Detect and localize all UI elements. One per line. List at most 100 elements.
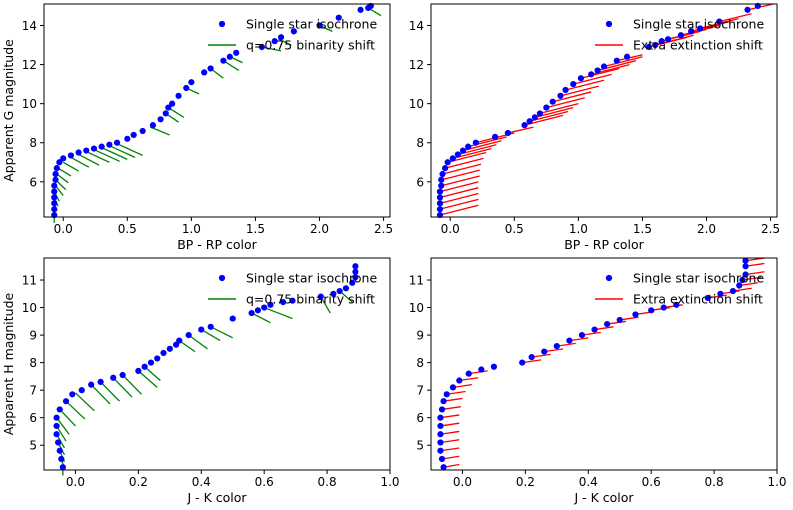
isochrone-point: [440, 398, 447, 405]
isochrone-point: [271, 38, 278, 45]
isochrone-point: [437, 422, 444, 430]
isochrone-point: [736, 282, 743, 289]
shift-segment: [569, 337, 589, 342]
x-axis-label: BP - RP color: [177, 237, 257, 252]
x-tick-label: 0.0: [441, 222, 460, 236]
isochrone-point: [261, 304, 268, 311]
isochrone-point: [188, 79, 195, 86]
isochrone-point: [56, 406, 63, 413]
isochrone-point: [58, 455, 65, 463]
shift-segment: [594, 326, 614, 331]
isochrone-point: [316, 22, 323, 29]
shift-segment: [56, 417, 70, 435]
isochrone-point: [677, 32, 684, 39]
isochrone-point: [549, 98, 556, 105]
isochrone-point: [660, 304, 667, 311]
y-tick-label: 11: [22, 274, 37, 288]
isochrone-point: [704, 294, 711, 302]
shift-segment: [320, 296, 331, 314]
shift-segment: [580, 67, 620, 79]
y-tick-label: 14: [409, 19, 424, 33]
shift-segment: [93, 148, 120, 162]
isochrone-point: [110, 374, 117, 381]
isochrone-point: [357, 6, 364, 13]
isochrone-point: [632, 311, 639, 318]
isochrone-point: [744, 6, 751, 13]
y-tick-label: 10: [409, 97, 424, 111]
isochrone-point: [716, 18, 723, 25]
isochrone-point: [277, 34, 285, 41]
y-axis-label: Apparent H magnitude: [1, 292, 16, 435]
isochrone-point: [53, 422, 60, 430]
isochrone-point: [557, 92, 564, 99]
x-tick-label: 2.5: [374, 222, 393, 236]
y-tick-label: 9: [416, 329, 424, 343]
isochrone-point: [577, 75, 585, 82]
shift-segment: [745, 271, 765, 276]
isochrone-point: [604, 320, 611, 328]
y-tick-label: 9: [29, 329, 37, 343]
shift-segment: [150, 126, 170, 136]
shift-segment: [742, 276, 762, 281]
isochrone-point: [130, 131, 137, 139]
isochrone-point: [566, 337, 573, 344]
x-tick-label: 0.0: [453, 475, 472, 489]
shift-segment: [144, 366, 161, 382]
isochrone-point: [183, 84, 190, 92]
shift-segment: [200, 329, 221, 342]
isochrone-point: [342, 285, 350, 292]
isochrone-point: [267, 301, 274, 308]
isochrone-point: [541, 348, 548, 355]
shift-segment: [439, 192, 479, 204]
y-tick-label: 14: [22, 19, 37, 33]
isochrone-point: [149, 122, 157, 129]
x-tick-label: 0.0: [54, 222, 73, 236]
isochrone-point: [233, 49, 240, 56]
isochrone-point: [349, 279, 356, 286]
shift-segment: [565, 79, 605, 91]
isochrone-point: [437, 431, 444, 438]
shift-segment: [65, 400, 86, 420]
shift-segment: [261, 46, 282, 52]
shift-segment: [544, 348, 564, 353]
shift-segment: [251, 312, 271, 324]
isochrone-point: [456, 377, 463, 384]
isochrone-point: [55, 439, 62, 446]
isochrone-point: [62, 398, 70, 405]
shift-segment: [603, 56, 643, 68]
shift-segment: [188, 334, 208, 350]
isochrone-point: [169, 100, 176, 107]
shift-segment: [178, 340, 196, 353]
shift-segment: [459, 377, 479, 382]
x-tick-label: 0.8: [318, 475, 337, 489]
shift-segment: [86, 150, 110, 163]
isochrone-point: [570, 81, 577, 88]
shift-segment: [607, 320, 627, 325]
isochrone-point: [113, 139, 121, 146]
shift-segment: [739, 282, 759, 287]
isochrone-point: [53, 431, 60, 438]
isochrone-point: [652, 41, 659, 49]
isochrone-point: [83, 147, 90, 154]
x-tick-label: 2.5: [761, 222, 780, 236]
isochrone-point: [330, 290, 337, 297]
isochrone-point: [78, 387, 85, 394]
isochrone-point: [437, 414, 444, 421]
isochrone-point: [459, 147, 467, 154]
shift-segment: [440, 422, 460, 427]
isochrone-point: [98, 143, 105, 150]
y-tick-label: 8: [416, 356, 424, 370]
y-tick-label: 8: [29, 356, 37, 370]
shift-segment: [90, 384, 111, 405]
isochrone-point: [352, 268, 359, 275]
shift-segment: [263, 306, 293, 320]
isochrone-point: [536, 110, 544, 117]
panel-bottom-right: 0.0 0.2 0.4 0.6 0.8 1.0 5 6 7 8 9 10 11 J - K color Si…: [409, 257, 787, 505]
shift-segment: [507, 126, 534, 134]
isochrone-point: [90, 145, 98, 152]
shift-segment: [441, 169, 480, 181]
legend-marker-point: [605, 20, 613, 28]
isochrone-point: [185, 331, 192, 339]
shift-segment: [210, 326, 234, 339]
